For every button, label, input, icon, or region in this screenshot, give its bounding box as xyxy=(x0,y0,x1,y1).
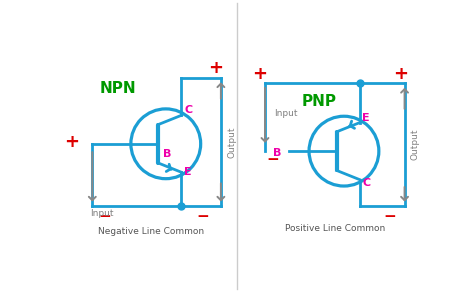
Text: Input: Input xyxy=(274,109,298,118)
Text: B: B xyxy=(273,148,282,158)
Text: E: E xyxy=(362,113,370,123)
Text: Output: Output xyxy=(228,126,237,158)
Text: C: C xyxy=(184,105,192,115)
Text: NPN: NPN xyxy=(100,81,137,96)
Text: +: + xyxy=(64,133,80,151)
Text: Positive Line Common: Positive Line Common xyxy=(285,224,385,233)
Text: B: B xyxy=(163,149,172,159)
Text: +: + xyxy=(252,65,267,83)
Text: Input: Input xyxy=(91,209,114,218)
Text: PNP: PNP xyxy=(301,94,337,109)
Text: C: C xyxy=(362,178,371,188)
Text: E: E xyxy=(184,167,192,177)
Text: −: − xyxy=(99,209,111,224)
Text: Negative Line Common: Negative Line Common xyxy=(98,227,204,237)
Text: −: − xyxy=(196,209,209,224)
Text: Output: Output xyxy=(411,129,420,161)
Text: −: − xyxy=(383,209,396,224)
Text: −: − xyxy=(266,152,279,167)
Text: +: + xyxy=(208,60,223,77)
Text: +: + xyxy=(393,65,409,83)
